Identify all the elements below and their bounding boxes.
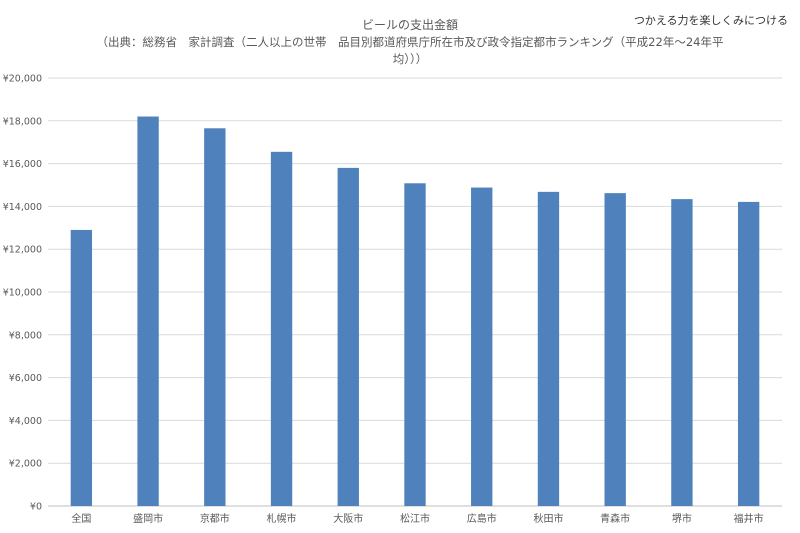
chart-subtitle-line-1: （出典：総務省 家計調査（二人以上の世帯 品目別都道府県庁所在市及び政令指定都市… (96, 35, 724, 49)
y-tick-label: ¥10,000 (3, 288, 42, 299)
bar-5 (404, 183, 426, 506)
bar-7 (537, 191, 560, 506)
y-tick-label: ¥2,000 (9, 459, 42, 470)
x-tick-label: 福井市 (734, 512, 764, 525)
bar-4 (337, 167, 359, 506)
bars (70, 116, 760, 507)
y-tick-label: ¥0 (30, 502, 42, 513)
y-tick-label: ¥8,000 (9, 330, 42, 341)
x-tick-label: 秋田市 (533, 512, 563, 525)
bar-8 (604, 193, 626, 506)
y-tick-label: ¥16,000 (3, 159, 42, 170)
x-tick-label: 堺市 (672, 512, 692, 525)
watermark-label: つかえる力を楽しくみにつける (629, 10, 792, 30)
y-tick-label: ¥20,000 (3, 74, 42, 85)
y-tick-label: ¥6,000 (9, 373, 42, 384)
bar-9 (671, 199, 693, 506)
x-tick-label: 広島市 (467, 512, 497, 525)
y-axis-tick-labels: ¥0 ¥2,000 ¥4,000 ¥6,000 ¥8,000 ¥10,000 ¥12,000… (3, 74, 42, 513)
x-axis-tick-labels: 全国 盛岡市 京都市 札幌市 大阪市 松江市 広島市 秋田市 青森市 堺市 福井市 (71, 512, 763, 525)
bar-6 (471, 187, 493, 506)
x-tick-label: 全国 (71, 512, 91, 525)
x-tick-label: 盛岡市 (133, 512, 163, 525)
y-tick-label: ¥12,000 (3, 245, 42, 256)
x-tick-label: 青森市 (600, 512, 630, 525)
y-tick-label: ¥18,000 (3, 116, 42, 127)
y-tick-label: ¥4,000 (9, 416, 42, 427)
x-tick-label: 大阪市 (333, 512, 363, 525)
chart-subtitle-line-2: 均））） (392, 52, 428, 66)
x-tick-label: 札幌市 (267, 512, 297, 525)
bar-10 (737, 201, 760, 506)
bar-3 (270, 151, 293, 506)
x-tick-label: 京都市 (200, 512, 230, 525)
x-tick-label: 松江市 (400, 512, 430, 525)
bar-0 (70, 229, 93, 506)
chart-title: ビールの支出金額 (361, 18, 458, 32)
bar-2 (204, 128, 226, 507)
bar-1 (137, 116, 159, 507)
chart-subtitle: （出典：総務省 家計調査（二人以上の世帯 品目別都道府県庁所在市及び政令指定都市… (60, 34, 760, 68)
y-tick-label: ¥14,000 (3, 202, 42, 213)
